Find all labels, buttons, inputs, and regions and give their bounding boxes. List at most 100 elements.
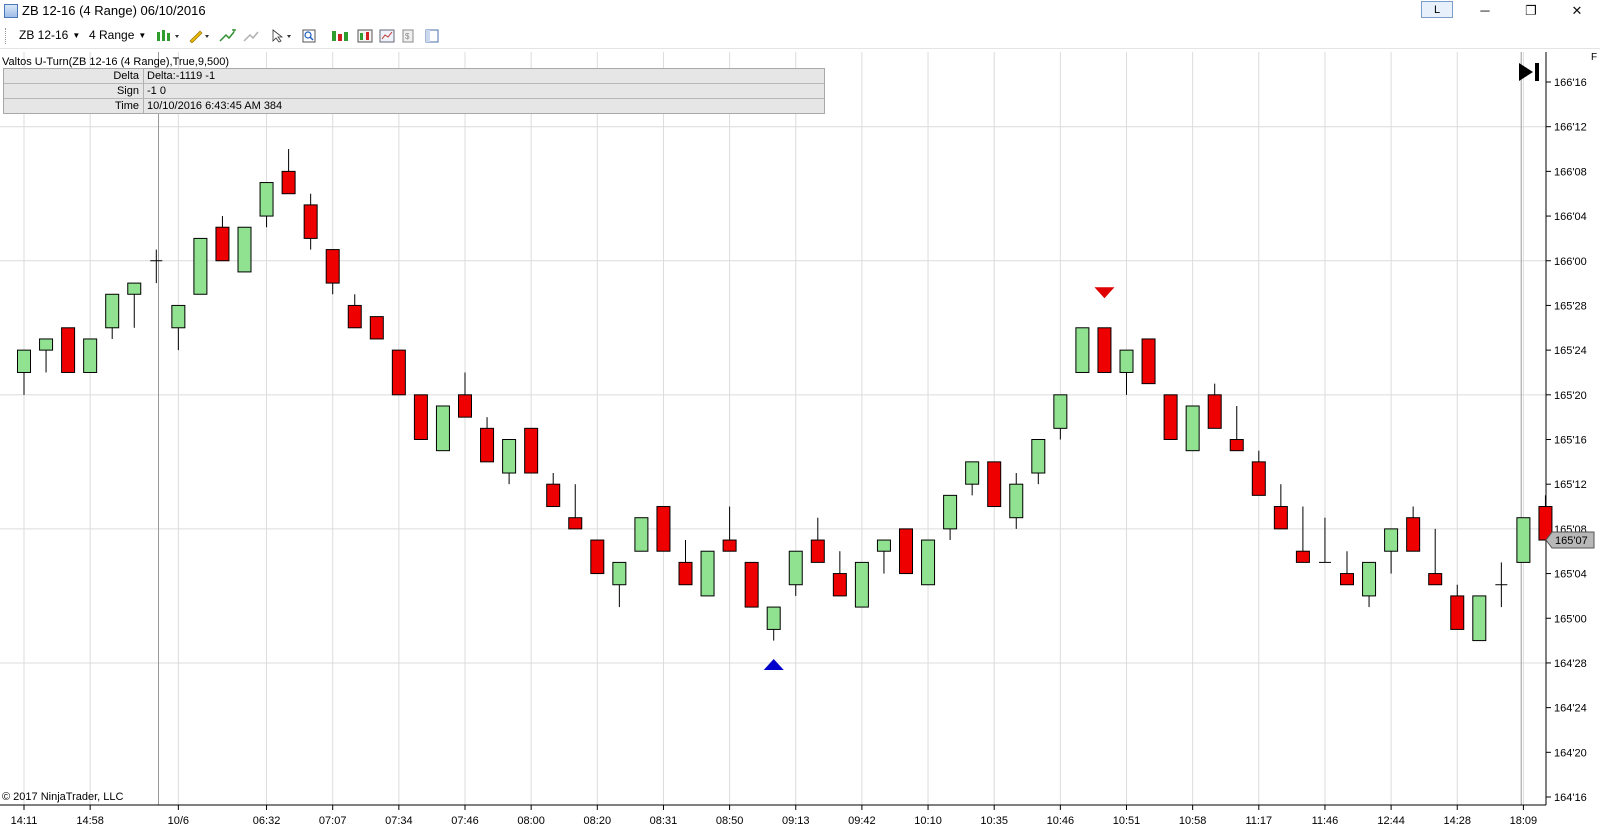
time-tick-label: 07:34 <box>385 815 413 827</box>
candle-down <box>656 506 671 552</box>
price-tick-label: 166'08 <box>1554 166 1587 178</box>
close-button[interactable]: ✕ <box>1571 3 1583 18</box>
time-tick-label: 18:09 <box>1510 815 1538 827</box>
panel-edge-label[interactable]: F <box>1591 52 1598 63</box>
price-tick-label: 165'04 <box>1554 569 1587 581</box>
candle-up <box>1362 561 1377 597</box>
candle-down <box>1141 338 1156 385</box>
candle-down <box>391 349 406 396</box>
price-tick-label: 164'20 <box>1554 747 1587 759</box>
time-tick-label: 11:46 <box>1312 815 1339 827</box>
indicator-name: Valtos U-Turn(ZB 12-16 (4 Range),True,9,… <box>2 56 230 68</box>
candle-up <box>1053 394 1068 429</box>
chart-app-icon <box>4 4 18 18</box>
candle-down <box>1251 461 1266 496</box>
candle-up <box>612 561 627 586</box>
indicator-row-sign: Sign -1 0 <box>4 84 824 99</box>
time-axis: 14:11 14:58 10/6 06:32 07:07 07:34 07:46 08:00 0… <box>11 805 1538 827</box>
candle-down <box>347 304 362 329</box>
time-tick-label: 14:58 <box>76 815 104 827</box>
chevron-down-icon: ▼ <box>72 31 81 40</box>
candle-down <box>1207 394 1222 429</box>
candle-down <box>568 517 583 530</box>
price-tick-label: 165'28 <box>1554 300 1587 312</box>
candle-up <box>1472 595 1487 642</box>
price-tick-label: 166'00 <box>1554 256 1587 268</box>
candle-up <box>1009 483 1024 519</box>
time-tick-label: 10:46 <box>1047 815 1075 827</box>
minimize-button[interactable]: ─ <box>1480 3 1490 18</box>
link-button[interactable]: L <box>1421 1 1453 18</box>
candle-up <box>965 461 980 485</box>
time-tick-label: 06:32 <box>253 815 281 827</box>
data-box-icon[interactable]: $ <box>402 29 414 43</box>
sell-signal-marker <box>1094 287 1115 299</box>
candle-down <box>215 226 230 262</box>
remove-indicator-icon[interactable] <box>243 29 261 43</box>
indicator-value: -1 0 <box>147 85 166 97</box>
buy-signal-marker <box>763 658 784 670</box>
candle-down <box>281 170 296 195</box>
properties-icon[interactable] <box>379 29 395 43</box>
price-tick-label: 164'28 <box>1554 658 1587 670</box>
candlestick-series <box>17 149 1553 642</box>
add-indicator-icon[interactable] <box>219 29 237 43</box>
signal-markers <box>763 287 1115 670</box>
indicator-value: Delta:-1119 -1 <box>147 70 216 82</box>
cursor-select-icon[interactable] <box>271 29 295 43</box>
indicator-value: 10/10/2016 6:43:45 AM 384 <box>147 100 283 112</box>
chart-grid <box>0 52 1546 805</box>
time-tick-label: 10/6 <box>168 815 189 827</box>
candle-down <box>1450 595 1465 630</box>
candle-up <box>435 405 450 452</box>
candle-down <box>524 427 539 474</box>
candle-down <box>1163 394 1178 440</box>
time-tick-label: 07:46 <box>451 815 479 827</box>
price-tick-label: 166'16 <box>1554 77 1587 89</box>
candle-up <box>1516 517 1531 563</box>
price-tick-label: 165'24 <box>1554 345 1587 357</box>
instrument-selector[interactable]: ZB 12-16 ▼ <box>19 28 80 42</box>
candle-down <box>1428 573 1443 586</box>
price-tick-label: 164'16 <box>1554 792 1587 804</box>
bars-style-icon[interactable] <box>156 29 182 43</box>
candle-up <box>1075 327 1090 373</box>
candle-up <box>193 237 208 295</box>
price-tick-label: 165'16 <box>1554 435 1587 447</box>
svg-text:$: $ <box>405 32 410 41</box>
price-tick-label: 166'12 <box>1554 122 1587 134</box>
layout-icon[interactable] <box>425 29 439 43</box>
candle-up <box>17 349 31 373</box>
time-tick-label: 08:50 <box>716 815 744 827</box>
price-tick-label: 165'12 <box>1554 479 1587 491</box>
time-tick-label: 08:00 <box>517 815 545 827</box>
zoom-icon[interactable] <box>302 29 316 43</box>
current-price-label: 165'07 <box>1555 535 1588 547</box>
instrument-label: ZB 12-16 <box>19 28 69 42</box>
interval-label: 4 Range <box>89 28 135 42</box>
time-tick-label: 14:11 <box>11 815 38 827</box>
price-tick-label: 165'00 <box>1554 613 1587 625</box>
candle-down <box>744 561 759 608</box>
candle-down <box>987 461 1002 508</box>
indicator-row-delta: Delta Delta:-1119 -1 <box>4 69 824 84</box>
strategy-icon[interactable] <box>331 29 349 43</box>
candle-up <box>634 517 649 552</box>
candle-up <box>502 439 517 474</box>
pencil-draw-icon[interactable] <box>188 29 212 43</box>
indicator-key: Time <box>114 100 139 112</box>
candle-down <box>590 539 605 575</box>
toolbar-grip[interactable] <box>5 28 8 44</box>
price-tick-label: 164'24 <box>1554 703 1587 715</box>
candle-down <box>413 394 428 440</box>
restore-button[interactable]: ❐ <box>1525 3 1537 18</box>
candle-up <box>1384 528 1399 552</box>
scroll-to-end-icon[interactable] <box>1515 60 1543 84</box>
candle-down <box>458 394 472 418</box>
price-tick-label: 166'04 <box>1554 211 1587 223</box>
chart-trader-icon[interactable] <box>357 29 373 43</box>
candle-up <box>943 494 958 530</box>
candle-up <box>1185 405 1200 452</box>
interval-selector[interactable]: 4 Range ▼ <box>89 28 146 42</box>
